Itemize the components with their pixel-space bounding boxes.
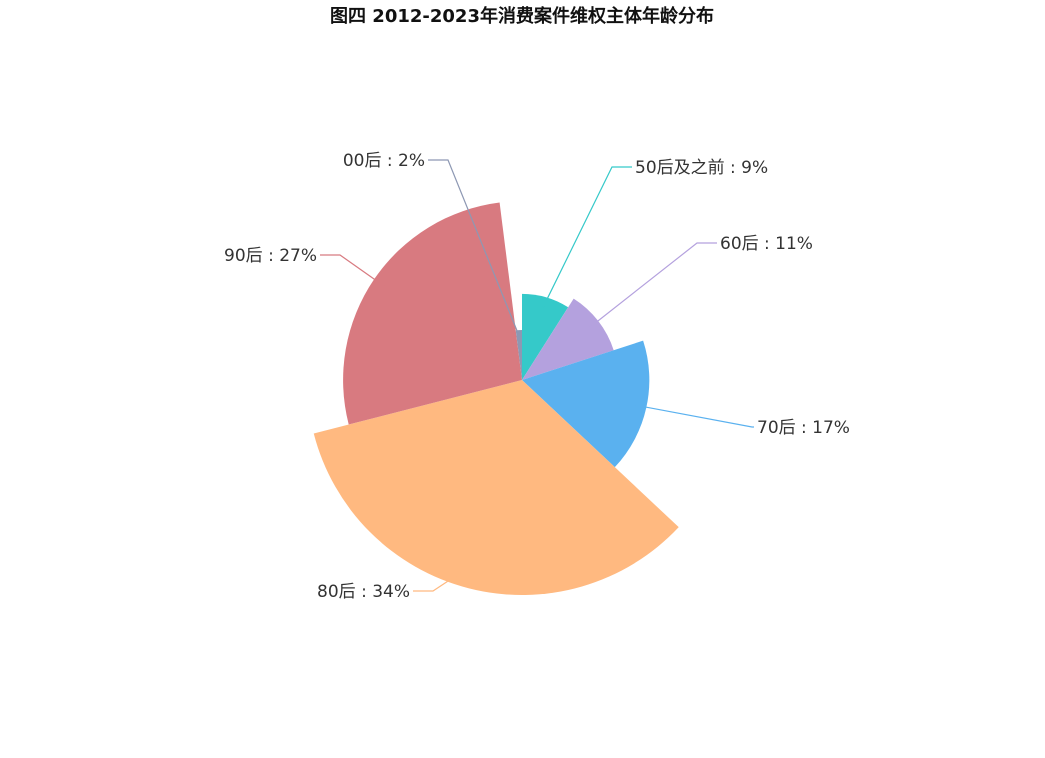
- slice-label-0: 50后及之前 : 9%: [635, 158, 768, 178]
- leader-line-1: [588, 242, 717, 329]
- labels-group: 50后及之前 : 9% 60后 : 11% 70后 : 17% 80后 : 34% 90…: [224, 151, 850, 602]
- leader-lines-group: [320, 159, 754, 592]
- slice-4[interactable]: [343, 202, 522, 425]
- leader-line-2: [631, 403, 754, 428]
- slice-1[interactable]: [522, 298, 614, 380]
- slice-label-3: 80后 : 34%: [317, 582, 410, 602]
- slice-0[interactable]: [522, 293, 569, 380]
- leader-line-4: [320, 254, 393, 292]
- slice-label-1: 60后 : 11%: [720, 234, 813, 254]
- leader-line-3: [413, 562, 476, 592]
- slice-label-4: 90后 : 27%: [224, 246, 317, 266]
- slice-label-2: 70后 : 17%: [757, 418, 850, 438]
- slices-group: [313, 202, 679, 596]
- slice-3[interactable]: [313, 380, 679, 596]
- leader-line-0: [542, 166, 632, 308]
- slice-label-5: 00后 : 2%: [343, 151, 425, 171]
- slice-2[interactable]: [522, 340, 650, 468]
- leader-line-5: [428, 159, 520, 337]
- slice-5[interactable]: [515, 329, 522, 380]
- chart-title: 图四 2012-2023年消费案件维权主体年龄分布: [330, 5, 714, 27]
